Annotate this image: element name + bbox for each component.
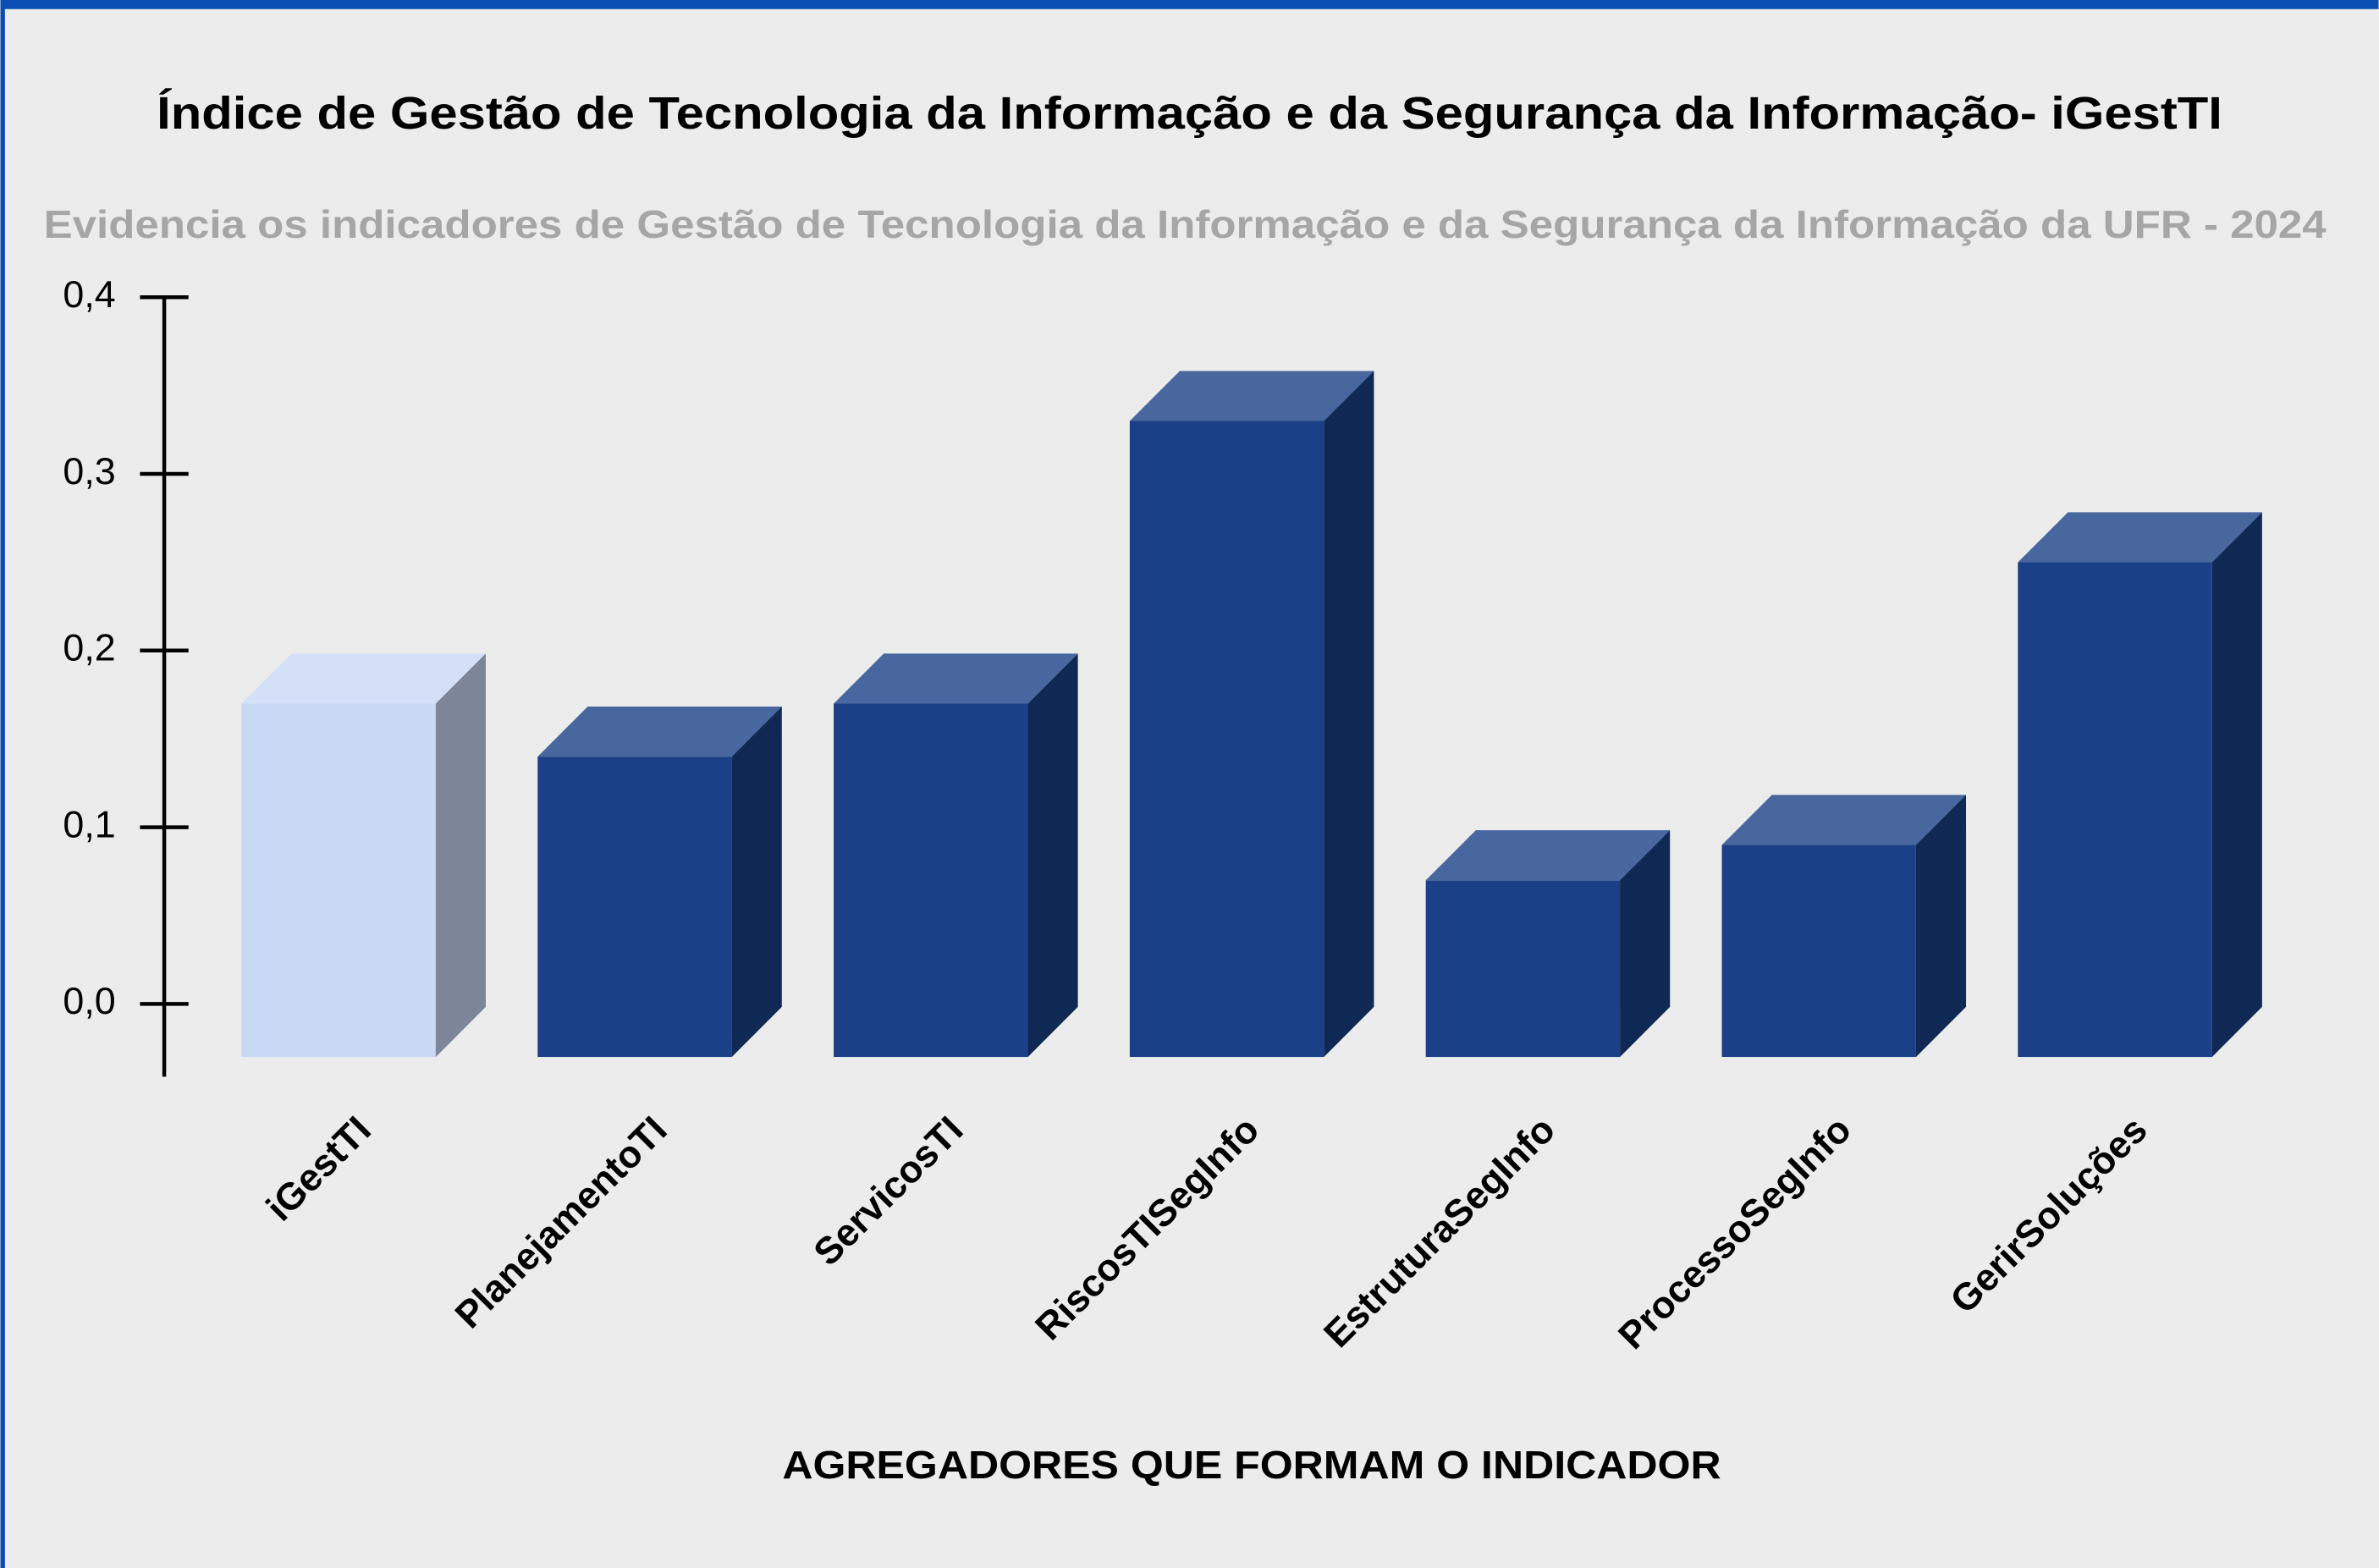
bar-top: [537, 707, 782, 757]
x-axis-title: AGREGADORES QUE FORMAM O INDICADOR: [782, 1443, 1721, 1487]
bar-side: [1027, 653, 1078, 1058]
bar-side: [1620, 830, 1671, 1058]
chart-title: Índice de Gestão de Tecnologia da Inform…: [157, 88, 2222, 139]
bar-side: [1915, 795, 1967, 1058]
bar-side: [2211, 512, 2262, 1058]
bar-top: [2018, 512, 2262, 563]
bar-top: [834, 653, 1078, 704]
bar: [1129, 371, 1374, 1058]
bar-top: [1129, 371, 1374, 421]
bar-front: [537, 756, 732, 1058]
chart-subtitle: Evidencia os indicadores de Gestão de Te…: [44, 202, 2327, 246]
bar-top: [1425, 830, 1671, 881]
bar-front: [241, 703, 436, 1058]
y-tick-label: 0,0: [63, 980, 115, 1022]
bar: [241, 653, 486, 1058]
bar: [1721, 795, 1967, 1058]
bar: [537, 707, 782, 1058]
y-tick-label: 0,1: [63, 803, 115, 845]
y-tick-label: 0,3: [63, 450, 115, 492]
bar-front: [2018, 562, 2212, 1058]
left-border: [0, 0, 5, 1568]
bar-front: [1721, 845, 1916, 1058]
bar-side: [1324, 371, 1374, 1058]
bar-front: [1425, 880, 1621, 1058]
bar: [834, 653, 1078, 1058]
y-tick-label: 0,2: [63, 627, 115, 669]
bar-top: [241, 653, 486, 704]
bar-side: [435, 653, 486, 1058]
top-border: [0, 0, 2379, 9]
bar-top: [1721, 795, 1967, 845]
bar-front: [1129, 421, 1324, 1058]
bar: [2018, 512, 2262, 1058]
y-tick-label: 0,4: [63, 273, 115, 316]
bar-side: [731, 707, 782, 1058]
bar: [1425, 830, 1671, 1058]
bar-front: [834, 703, 1028, 1058]
